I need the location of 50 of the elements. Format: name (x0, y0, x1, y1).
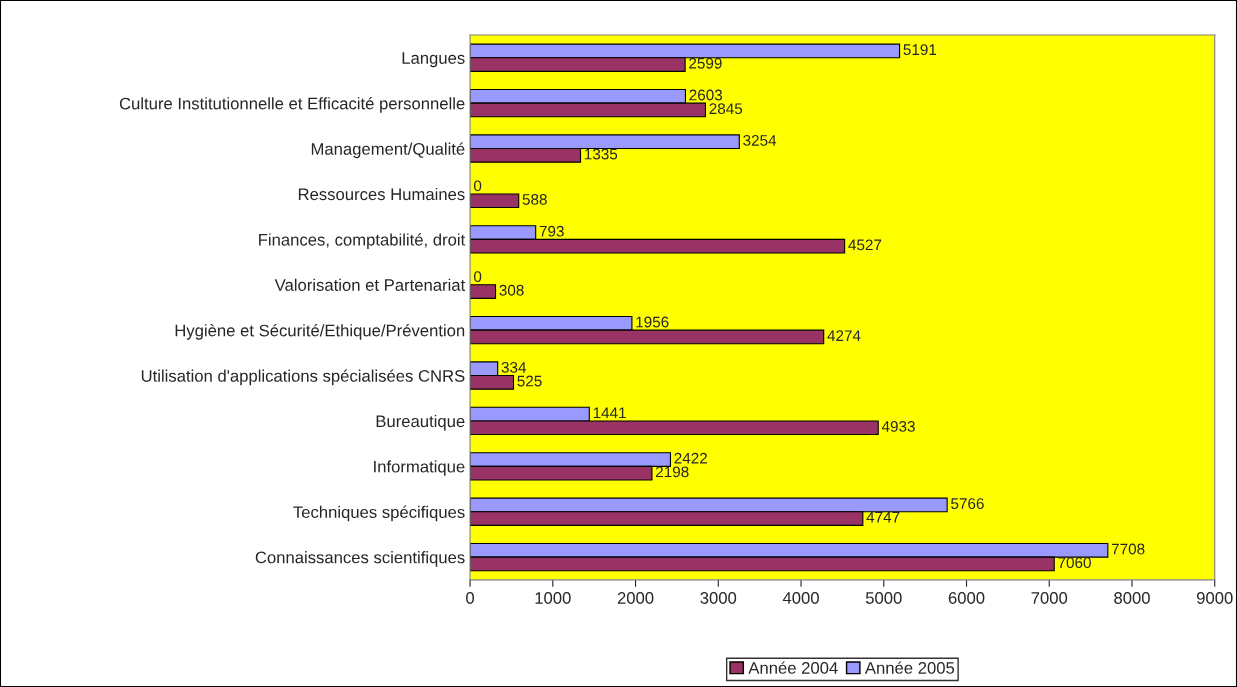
data-label: 4274 (827, 330, 861, 341)
data-label: 334 (501, 362, 527, 373)
bar (470, 284, 497, 299)
legend-label: Année 2005 (864, 661, 955, 674)
data-label: 1335 (584, 148, 618, 160)
y-tick-label: Management/Qualité (311, 142, 465, 159)
y-tick-label: Langues (402, 52, 465, 68)
y-tick-label: Utilisation d'applications spécialisées CNRS (141, 369, 465, 386)
data-label: 2845 (709, 103, 743, 115)
y-tick-label: Connaissances scientifiques (255, 551, 465, 567)
data-label: 2599 (689, 57, 722, 69)
x-tick-label: 5000 (865, 592, 902, 604)
data-label: 588 (522, 194, 547, 205)
x-tick-label: 9000 (1196, 592, 1233, 604)
bar (470, 193, 520, 209)
data-label: 3254 (743, 135, 777, 146)
data-label: 2422 (674, 452, 707, 464)
data-label: 0 (473, 180, 482, 192)
data-label: 2603 (689, 89, 723, 101)
data-label: 308 (499, 284, 524, 296)
x-tick-label: 7000 (1031, 592, 1068, 604)
x-tick-label: 6000 (948, 592, 985, 604)
data-label: 4933 (881, 421, 915, 432)
data-label: 4527 (848, 239, 882, 251)
y-tick-label: Hygiène et Sécurité/Ethique/Prévention (175, 324, 465, 340)
data-label: 2198 (656, 466, 689, 478)
x-tick-label: 8000 (1114, 592, 1150, 604)
y-tick-label: Informatique (374, 460, 465, 476)
y-tick-label: Bureautique (376, 414, 465, 431)
data-label: 5191 (903, 44, 937, 56)
x-tick-label: 2000 (617, 592, 654, 604)
x-tick-label: 0 (466, 592, 475, 604)
data-label: 793 (539, 225, 564, 237)
x-tick-label: 1000 (535, 592, 571, 604)
data-label: 1956 (636, 316, 669, 328)
data-label: 7708 (1111, 543, 1145, 555)
legend-label: Année 2004 (748, 661, 838, 674)
x-tick-label: 3000 (700, 592, 737, 604)
y-tick-label: Ressources Humaines (298, 187, 465, 201)
data-label: 7060 (1058, 557, 1091, 569)
y-tick-label: Finances, comptabilité, droit (259, 233, 466, 249)
data-label: 5766 (951, 498, 984, 510)
data-label: 4747 (866, 511, 900, 523)
y-tick-label: Culture Institutionnelle et Efficacité personnelle (119, 97, 465, 113)
data-label: 525 (517, 375, 542, 387)
y-tick-label: Valorisation et Partenariat (274, 278, 466, 291)
data-label: 1441 (593, 407, 626, 419)
x-tick-label: 4000 (782, 592, 819, 604)
y-tick-label: Techniques spécifiques (293, 505, 465, 522)
data-label: 0 (473, 271, 482, 283)
